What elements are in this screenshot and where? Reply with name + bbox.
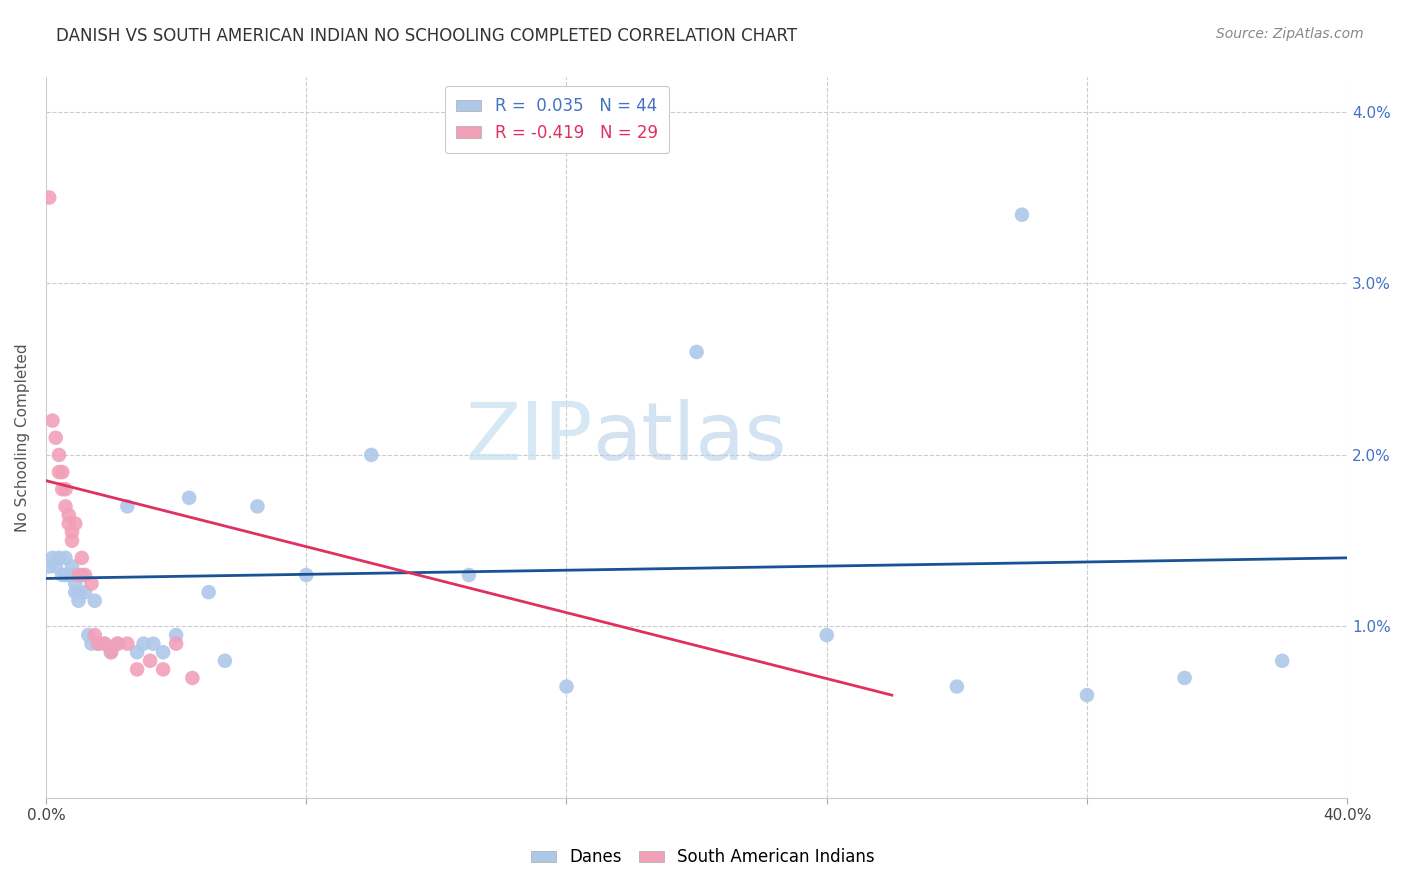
Point: [117, 637, 139, 651]
Point: [55, 500, 77, 514]
Point: [58, 516, 80, 531]
Point: [51, 482, 73, 496]
Point: [457, 568, 479, 582]
Point: [65, 516, 87, 531]
Point: [60, 559, 83, 574]
Point: [55, 568, 77, 582]
Point: [70, 550, 93, 565]
Point: [80, 576, 103, 591]
Point: [70, 568, 93, 582]
Point: [295, 568, 318, 582]
Point: [1011, 208, 1033, 222]
Point: [83, 628, 105, 642]
Point: [152, 662, 174, 676]
Point: [45, 559, 67, 574]
Point: [60, 568, 83, 582]
Point: [87, 637, 110, 651]
Point: [214, 654, 236, 668]
Point: [48, 550, 70, 565]
Point: [83, 593, 105, 607]
Point: [107, 637, 129, 651]
Point: [1174, 671, 1197, 685]
Point: [179, 491, 201, 505]
Point: [100, 645, 122, 659]
Point: [165, 637, 187, 651]
Point: [107, 637, 129, 651]
Point: [51, 568, 73, 582]
Point: [152, 645, 174, 659]
Text: atlas: atlas: [592, 399, 787, 476]
Point: [38, 559, 60, 574]
Point: [73, 585, 96, 599]
Point: [139, 654, 162, 668]
Point: [48, 448, 70, 462]
Point: [60, 525, 83, 540]
Point: [100, 645, 122, 659]
Point: [67, 593, 90, 607]
Point: [58, 508, 80, 522]
Point: [55, 550, 77, 565]
Point: [93, 637, 115, 651]
Point: [67, 568, 90, 582]
Point: [51, 465, 73, 479]
Point: [815, 628, 838, 642]
Point: [93, 637, 115, 651]
Point: [65, 576, 87, 591]
Text: DANISH VS SOUTH AMERICAN INDIAN NO SCHOOLING COMPLETED CORRELATION CHART: DANISH VS SOUTH AMERICAN INDIAN NO SCHOO…: [56, 27, 797, 45]
Point: [41, 414, 63, 428]
Point: [45, 431, 67, 445]
Point: [41, 550, 63, 565]
Point: [117, 500, 139, 514]
Legend: Danes, South American Indians: Danes, South American Indians: [523, 840, 883, 875]
Point: [80, 637, 103, 651]
Point: [360, 448, 382, 462]
Text: ZIP: ZIP: [465, 399, 592, 476]
Point: [165, 628, 187, 642]
Legend: R =  0.035   N = 44, R = -0.419   N = 29: R = 0.035 N = 44, R = -0.419 N = 29: [444, 86, 669, 153]
Point: [125, 645, 148, 659]
Point: [38, 190, 60, 204]
Point: [946, 680, 969, 694]
Point: [125, 662, 148, 676]
Point: [73, 568, 96, 582]
Point: [77, 628, 100, 642]
Point: [197, 585, 219, 599]
Point: [48, 465, 70, 479]
Point: [60, 533, 83, 548]
Point: [65, 585, 87, 599]
Point: [55, 482, 77, 496]
Point: [555, 680, 578, 694]
Point: [246, 500, 269, 514]
Point: [58, 568, 80, 582]
Text: Source: ZipAtlas.com: Source: ZipAtlas.com: [1216, 27, 1364, 41]
Y-axis label: No Schooling Completed: No Schooling Completed: [15, 343, 30, 532]
Point: [685, 345, 707, 359]
Point: [181, 671, 204, 685]
Point: [142, 637, 165, 651]
Point: [67, 585, 90, 599]
Point: [87, 637, 110, 651]
Point: [132, 637, 155, 651]
Point: [1271, 654, 1294, 668]
Point: [1076, 688, 1098, 702]
